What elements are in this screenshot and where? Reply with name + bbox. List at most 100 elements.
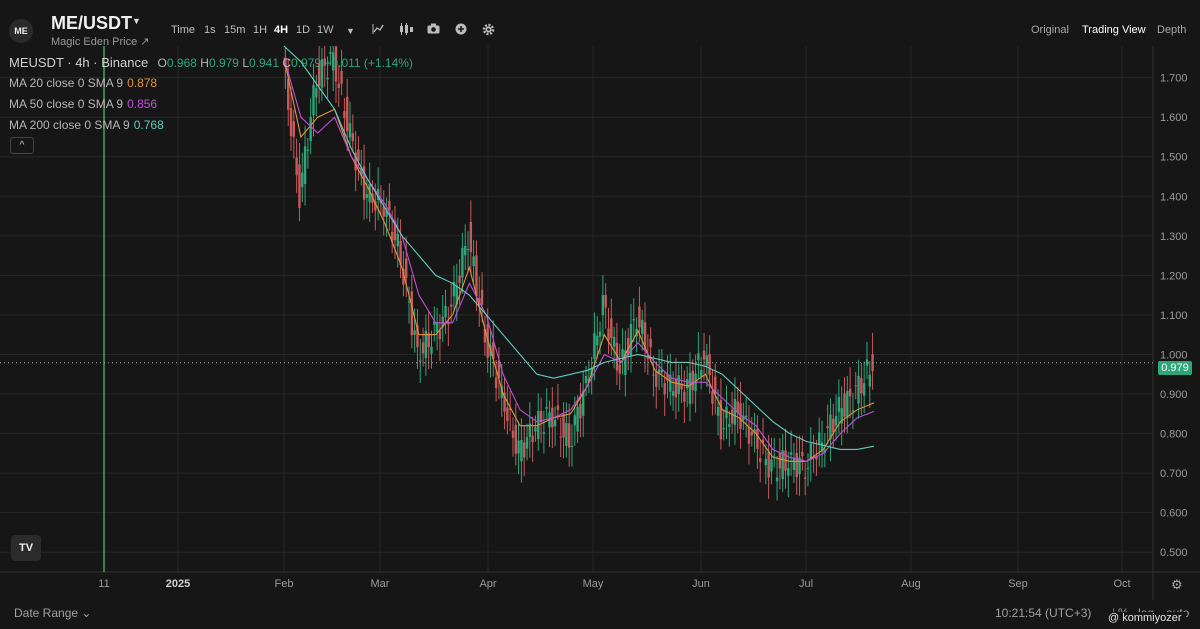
timeframe-time[interactable]: Time	[171, 24, 196, 36]
candle-body	[832, 418, 835, 433]
candle-body	[337, 83, 340, 89]
candle-body	[812, 456, 815, 459]
candle-body	[708, 354, 711, 375]
pair-subtitle-link[interactable]: Magic Eden Price ↗	[51, 36, 150, 48]
tradingview-logo[interactable]: TV	[11, 535, 41, 561]
candle-body	[559, 436, 562, 438]
candle-body	[809, 443, 812, 461]
candle-body	[480, 289, 484, 305]
date-range-button[interactable]: Date Range ⌄	[14, 606, 92, 620]
candle-body	[753, 429, 756, 434]
candle-body	[736, 401, 739, 413]
ma200-line	[283, 45, 875, 450]
candle-body	[846, 390, 849, 419]
top-toolbar: ME ME/USDT ▼ Magic Eden Price ↗ Time 1s …	[0, 0, 1200, 48]
ma20-legend[interactable]: MA 20 close 0 SMA 9 0.878	[9, 76, 157, 90]
ma20-line	[283, 57, 875, 462]
candle-body	[742, 415, 745, 421]
y-tick-label: 1.100	[1160, 310, 1188, 322]
x-tick-label: Oct	[1113, 578, 1130, 590]
candle-body	[528, 423, 532, 437]
settings-gear-icon[interactable]: ⚙	[1171, 577, 1183, 592]
candle-body	[767, 451, 770, 478]
change-value: +0.011 (+1.14%)	[324, 56, 413, 70]
candle-body	[407, 301, 411, 303]
candle-body	[492, 342, 495, 359]
camera-icon[interactable]	[427, 23, 440, 37]
candle-body	[773, 455, 776, 457]
candle-type-icon[interactable]	[399, 23, 413, 38]
candle-body	[733, 399, 737, 425]
pair-dropdown-icon[interactable]: ▼	[132, 16, 141, 26]
low-value: 0.941	[249, 56, 280, 70]
candle-body	[671, 391, 675, 396]
candle-body	[531, 435, 534, 443]
candle-body	[677, 375, 680, 395]
y-tick-label: 0.600	[1160, 508, 1188, 520]
x-tick-label: Jul	[799, 578, 813, 590]
candle-body	[770, 459, 773, 472]
low-label: L	[242, 56, 249, 70]
ohlc-legend: MEUSDT · 4h · Binance O0.968 H0.979 L0.9…	[9, 55, 413, 70]
candle-body	[362, 166, 366, 200]
candle-body	[455, 285, 458, 305]
timeframe-15m[interactable]: 15m	[224, 24, 246, 36]
view-original[interactable]: Original	[1031, 24, 1069, 36]
candle-body	[610, 318, 613, 339]
candle-body	[716, 406, 720, 416]
ma200-legend[interactable]: MA 200 close 0 SMA 9 0.768	[9, 118, 164, 132]
x-tick-label: Aug	[901, 578, 921, 590]
open-label: O	[157, 56, 167, 70]
view-trading-view[interactable]: Trading View	[1082, 24, 1146, 36]
candle-body	[503, 392, 506, 412]
candle-body	[621, 349, 624, 357]
candle-body	[764, 458, 768, 466]
candle-body	[739, 403, 742, 429]
collapse-legend-button[interactable]: ^	[10, 137, 34, 154]
y-tick-label: 1.600	[1160, 112, 1188, 124]
candle-body	[573, 415, 576, 426]
timeframe-1h[interactable]: 1H	[253, 24, 268, 36]
candle-body	[354, 152, 357, 171]
candle-body	[466, 249, 470, 251]
more-timeframes-chevron-icon[interactable]: ▼	[346, 26, 355, 36]
indicator-icon[interactable]	[372, 23, 384, 38]
candle-body	[326, 77, 329, 80]
timeframe-4h[interactable]: 4H	[274, 24, 289, 36]
candle-body	[857, 375, 860, 404]
candle-body	[615, 342, 619, 371]
candle-body	[691, 370, 694, 391]
gear-icon[interactable]	[482, 23, 495, 39]
candle-body	[652, 374, 655, 376]
x-tick-label: Sep	[1008, 578, 1028, 590]
pair-selector[interactable]: ME/USDT	[51, 13, 132, 33]
timeframe-1s[interactable]: 1s	[204, 24, 216, 36]
candle-body	[323, 58, 326, 66]
timeframe-1d[interactable]: 1D	[296, 24, 311, 36]
candle-body	[702, 350, 706, 360]
view-depth[interactable]: Depth	[1157, 24, 1187, 36]
add-plus-icon[interactable]	[455, 23, 467, 38]
candle-body	[570, 445, 574, 447]
candle-body	[700, 370, 703, 378]
candle-body	[868, 374, 871, 387]
clock-timezone[interactable]: 10:21:54 (UTC+3)	[995, 606, 1092, 620]
high-label: H	[200, 56, 209, 70]
candle-body	[545, 407, 548, 409]
candle-body	[520, 439, 523, 462]
candle-body	[334, 46, 338, 82]
last-price-tag: 0.979	[1158, 361, 1192, 375]
candle-body	[641, 319, 644, 335]
timeframe-1w[interactable]: 1W	[317, 24, 334, 36]
candle-body	[506, 407, 509, 421]
watermark-text: @ kommiyozer	[1104, 612, 1186, 624]
x-tick-label: Apr	[479, 578, 496, 590]
candle-body	[632, 318, 635, 321]
candle-body	[854, 385, 857, 387]
candle-body	[525, 437, 529, 449]
candle-body	[461, 247, 464, 278]
candle-body	[663, 383, 666, 395]
ma50-legend[interactable]: MA 50 close 0 SMA 9 0.856	[9, 97, 157, 111]
candle-body	[843, 393, 846, 417]
